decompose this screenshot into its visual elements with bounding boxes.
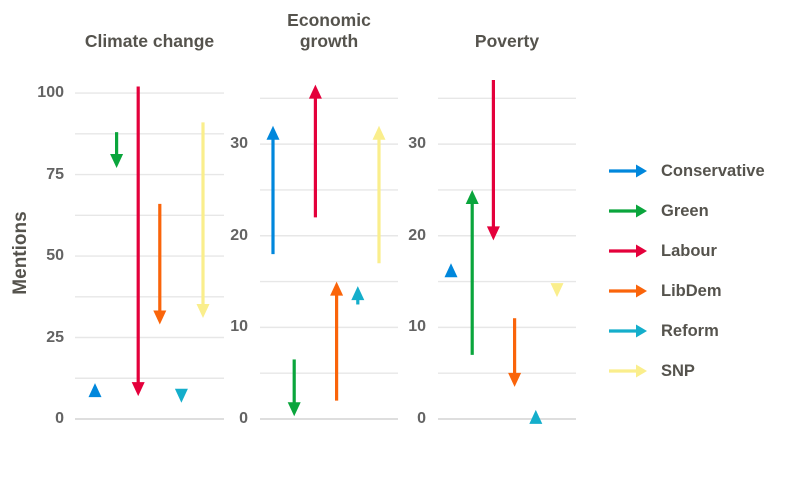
arrow-head-conservative: [444, 263, 458, 278]
legend-arrow-icon: [609, 324, 647, 338]
y-tick-label: 20: [408, 226, 426, 244]
panel-title-poverty: Poverty: [474, 31, 540, 51]
y-tick-label: 25: [46, 328, 64, 346]
arrow-head-libdem: [330, 281, 344, 296]
y-tick-label: 75: [46, 165, 64, 183]
arrow-head-snp: [372, 125, 386, 140]
arrow-head-snp: [550, 283, 564, 298]
arrow-head-reform: [174, 388, 188, 403]
legend-item-label: SNP: [661, 361, 695, 380]
legend-arrow-icon: [609, 164, 647, 178]
legend-item-label: LibDem: [661, 281, 722, 300]
legend-arrow-icon: [609, 364, 647, 378]
arrow-head-conservative: [88, 383, 102, 398]
arrow-head-reform: [529, 409, 543, 424]
arrow-head-labour: [486, 226, 500, 241]
panel-title-climate-change: Climate change: [84, 31, 215, 51]
legend-item-conservative: Conservative: [608, 151, 765, 191]
arrow-head-labour: [308, 84, 322, 99]
y-tick-label: 20: [230, 226, 248, 244]
legend-item-label: Labour: [661, 241, 717, 260]
legend-arrow-icon: [609, 244, 647, 258]
y-tick-label: 10: [408, 318, 426, 336]
legend-item-reform: Reform: [608, 311, 765, 351]
arrow-head-green: [465, 189, 479, 204]
legend-item-green: Green: [608, 191, 765, 231]
arrow-head-reform: [351, 286, 365, 301]
legend-arrow-icon: [609, 204, 647, 218]
panel-title-economic-growth: Economic growth: [287, 10, 371, 51]
y-tick-label: 0: [55, 410, 64, 427]
y-tick-label: 0: [417, 410, 426, 427]
legend-item-labour: Labour: [608, 231, 765, 271]
arrow-head-labour: [131, 382, 145, 397]
legend-item-libdem: LibDem: [608, 271, 765, 311]
legend-item-label: Green: [661, 201, 709, 220]
y-tick-label: 0: [239, 410, 248, 427]
legend-item-label: Conservative: [661, 161, 765, 180]
arrow-head-conservative: [266, 125, 280, 140]
y-tick-label: 100: [37, 84, 64, 102]
arrow-head-libdem: [508, 372, 522, 387]
y-tick-label: 10: [230, 318, 248, 336]
y-tick-label: 30: [408, 135, 426, 153]
y-tick-label: 30: [230, 135, 248, 153]
legend-item-snp: SNP: [608, 351, 765, 391]
legend-arrow-icon: [609, 284, 647, 298]
arrow-head-green: [110, 154, 124, 169]
legend-item-label: Reform: [661, 321, 719, 340]
y-tick-label: 50: [46, 247, 64, 265]
legend: Conservative Green Labour LibDem Reform SNP: [608, 151, 765, 391]
arrow-head-libdem: [153, 310, 167, 325]
arrow-head-green: [287, 402, 301, 417]
arrow-head-snp: [196, 303, 210, 318]
